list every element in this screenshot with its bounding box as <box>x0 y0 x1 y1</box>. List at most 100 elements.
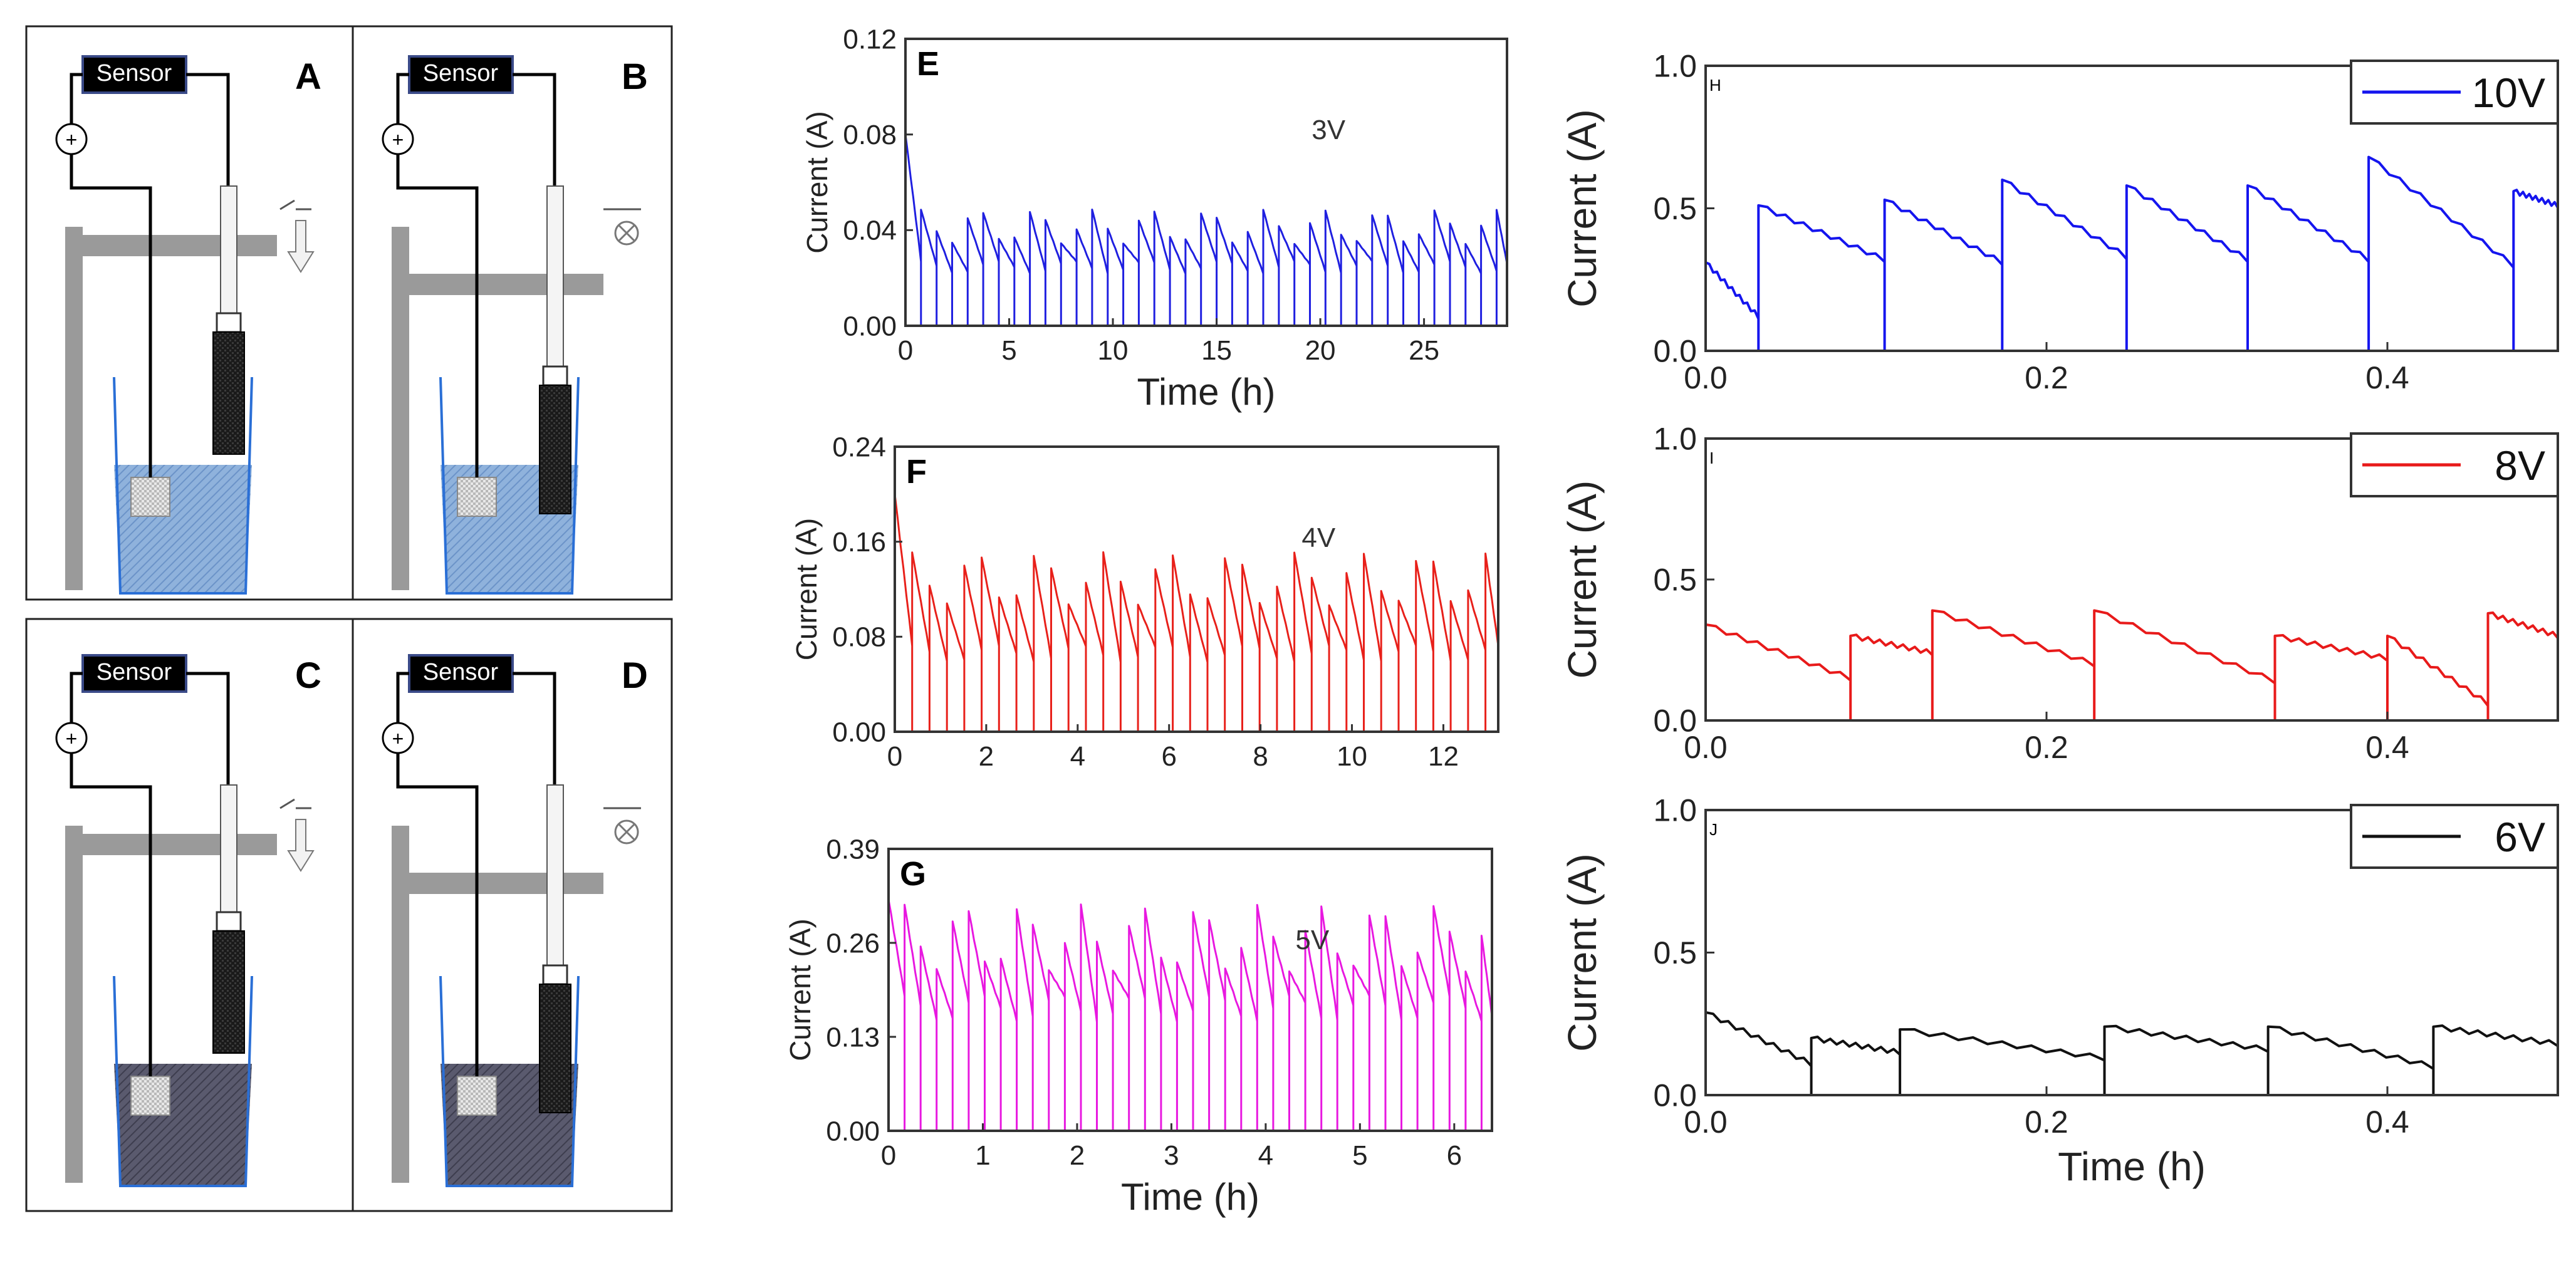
legend-label: 10V <box>2472 70 2545 116</box>
sensor-box: Sensor <box>408 55 514 94</box>
wire-left-top <box>70 672 83 723</box>
y-tick-label: 0.5 <box>1653 191 1697 226</box>
x-tick-label: 0.0 <box>1684 360 1728 395</box>
y-tick-label: 0.08 <box>832 622 886 653</box>
electrode-cap <box>216 312 242 333</box>
x-tick-label: 5 <box>1352 1140 1367 1171</box>
x-tick-label: 4 <box>1258 1140 1273 1171</box>
x-tick-label: 0.2 <box>2025 730 2068 765</box>
wire-right <box>186 73 230 186</box>
x-tick-label: 0.0 <box>1684 1104 1728 1140</box>
schematic-frame-top <box>25 25 673 601</box>
series-line-3v <box>904 133 1508 327</box>
wire-right <box>513 73 556 186</box>
switch-icon <box>279 199 295 210</box>
legend-label: 6V <box>2495 814 2545 860</box>
switch-icon <box>279 798 295 809</box>
x-tick-label: 20 <box>1305 335 1336 366</box>
chart-h: 0.0 0.2 0.4 0.0 0.5 1.0 Current (A) H 10V <box>1560 49 2559 395</box>
battery-plus: + <box>392 727 404 750</box>
electrode-rod <box>220 185 237 315</box>
legend-label: 8V <box>2495 442 2545 489</box>
y-tick-label: 0.04 <box>843 216 897 246</box>
series-line-4v <box>894 493 1499 733</box>
schematic-panel-b: Sensor B + <box>382 55 648 595</box>
y-axis-label: Current (A) <box>1560 853 1605 1052</box>
panel-letter: F <box>906 453 927 491</box>
chart-j: 0.0 0.2 0.4 0.0 0.5 1.0 Time (h) Current (A) J 6V <box>1560 793 2559 1189</box>
y-axis-label: Current (A) <box>784 918 816 1061</box>
x-tick-label: 0 <box>898 335 913 366</box>
electrode-rod <box>546 185 564 368</box>
electrode-body <box>212 331 245 455</box>
electrode-body <box>539 984 571 1113</box>
sensor-box: Sensor <box>81 55 187 94</box>
stop-cross-b <box>618 823 635 841</box>
x-tick-label: 8 <box>1253 741 1268 772</box>
electrode-body <box>212 930 245 1054</box>
y-tick-label: 0.39 <box>826 834 880 865</box>
y-axis-label: Current (A) <box>1560 109 1605 308</box>
plot-frame <box>887 848 1493 1132</box>
y-tick-label: 0.0 <box>1653 704 1697 739</box>
electrode-cap <box>542 964 568 985</box>
schematic-panel-c: Sensor C + <box>55 654 321 1187</box>
wire-left-bottom <box>70 753 152 1076</box>
y-tick-label: 0.08 <box>843 120 897 150</box>
sensor-box: Sensor <box>408 654 514 693</box>
chart-f: 0 2 4 6 8 10 12 0.00 0.08 0.16 0.24 Current (A) F 4V <box>790 432 1499 772</box>
x-axis-label: Time (h) <box>1121 1176 1259 1218</box>
sensor-rect <box>81 55 187 94</box>
wire-left-bottom <box>396 154 479 477</box>
voltage-annotation: 3V <box>1311 115 1345 145</box>
panel-letter: E <box>917 45 939 83</box>
series-line-8v <box>1705 609 2559 722</box>
panel-letter-a: A <box>295 56 321 97</box>
series-line-6v <box>1705 1011 2559 1096</box>
electrode-rod <box>546 784 564 967</box>
mesh-electrode <box>130 477 170 517</box>
sensor-rect <box>408 654 514 693</box>
stand-arm <box>409 274 603 295</box>
mesh-electrode <box>457 477 497 517</box>
x-tick-label: 4 <box>1070 741 1085 772</box>
x-tick-label: 0.2 <box>2025 360 2068 395</box>
sensor-label: Sensor <box>423 659 499 685</box>
x-axis-label: Time (h) <box>2058 1144 2206 1189</box>
y-tick-label: 0.00 <box>843 311 897 341</box>
stand-post <box>392 826 409 1183</box>
x-tick-label: 2 <box>979 741 994 772</box>
y-tick-label: 1.0 <box>1653 422 1697 457</box>
y-tick-label: 0.5 <box>1653 563 1697 598</box>
sensor-label: Sensor <box>96 60 172 86</box>
schematic-frame-bottom <box>25 618 673 1212</box>
wire-left-top <box>396 73 409 124</box>
panel-letter: I <box>1709 449 1714 467</box>
y-tick-label: 1.0 <box>1653 793 1697 828</box>
down-arrow-icon <box>287 819 315 872</box>
panel-letter: J <box>1709 820 1718 839</box>
electrode-rod <box>220 784 237 914</box>
y-tick-label: 0.0 <box>1653 1078 1697 1113</box>
schematic-panels: Sensor A + Sensor B + Sensor C + Sensor D + <box>25 25 673 1212</box>
y-tick-label: 1.0 <box>1653 49 1697 84</box>
x-tick-label: 6 <box>1447 1140 1462 1171</box>
x-tick-label: 0.4 <box>2365 1104 2409 1140</box>
x-tick-label: 10 <box>1098 335 1129 366</box>
beaker-outline <box>439 377 580 595</box>
x-tick-label: 5 <box>1001 335 1016 366</box>
mesh-electrode <box>457 1076 497 1116</box>
y-tick-label: 0.12 <box>843 24 897 55</box>
x-tick-label: 0.0 <box>1684 730 1728 765</box>
electrode-cap <box>216 911 242 932</box>
down-arrow-icon <box>287 220 315 273</box>
chart-g: 0 1 2 3 4 5 6 0.00 0.13 0.26 0.39 Time (h) Current (… <box>784 834 1493 1218</box>
voltage-annotation: 5V <box>1295 925 1329 955</box>
series-line-5v <box>887 898 1493 1132</box>
x-tick-label: 12 <box>1428 741 1459 772</box>
x-tick-label: 25 <box>1409 335 1439 366</box>
sensor-label: Sensor <box>96 659 172 685</box>
schematic-panel-d: Sensor D + <box>382 654 648 1187</box>
